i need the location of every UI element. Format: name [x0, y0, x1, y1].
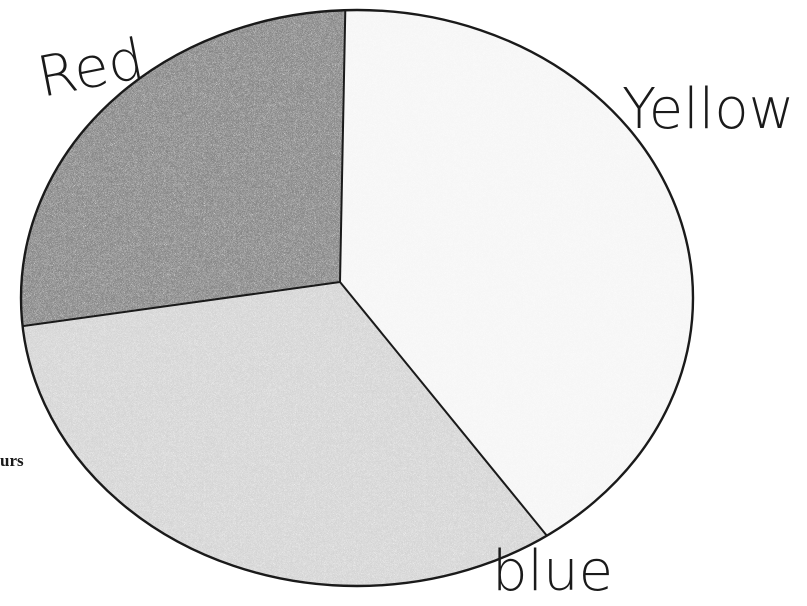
pie-divider-lines — [22, 10, 548, 537]
pie-slices — [20, 10, 693, 586]
pie-divider-line — [22, 281, 341, 328]
pie-slice-red — [20, 10, 346, 327]
pie-outline — [19, 8, 695, 588]
pie-divider-line — [339, 281, 548, 537]
slice-label-blue: blue — [492, 539, 613, 601]
edge-text-fragment: urs — [0, 451, 24, 470]
pie-slice-blue — [22, 282, 547, 586]
slice-label-yellow: Yellow — [622, 77, 794, 142]
pie-slice-yellow — [340, 10, 693, 536]
pie-divider-line — [339, 10, 347, 283]
